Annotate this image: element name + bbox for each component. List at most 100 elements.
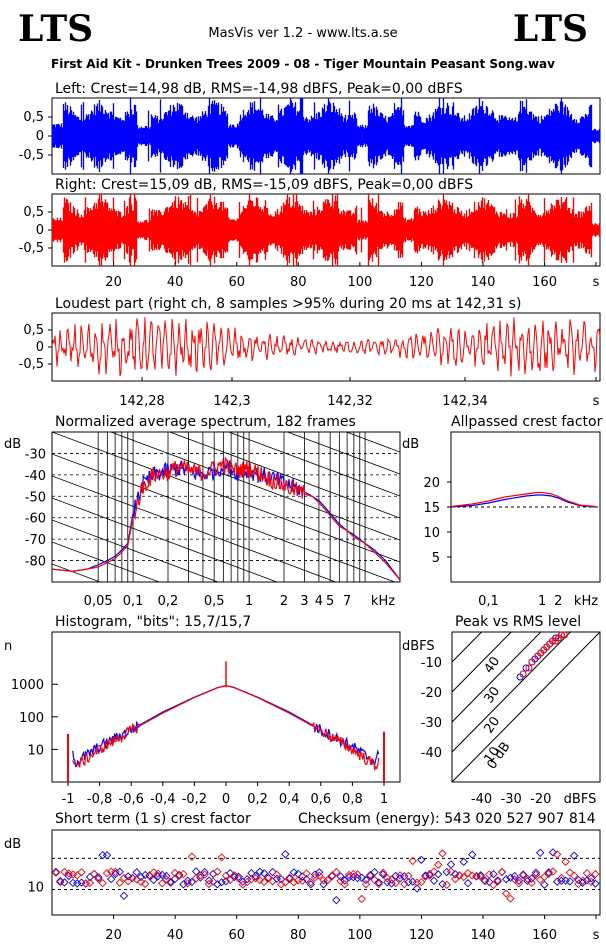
loudest-part-panel: 0,5 0 -0,5 142,28 142,3 142,32 142,34 s [19,312,601,409]
shortterm-point [438,849,447,858]
x-tick-label: 0,5 [204,594,225,609]
shortterm-point [459,872,468,882]
shortterm-point [548,848,558,857]
shortterm-point [281,850,290,859]
y-tick-label: -0,5 [19,241,44,256]
shortterm-point [357,894,366,904]
shortterm-point [285,873,294,882]
peakrms-point [560,631,568,639]
shortterm-point [332,867,341,877]
shortterm-point [378,868,388,877]
y-tick-label: -70 [25,533,46,548]
shortterm-point [366,871,375,880]
shortterm-point [421,871,430,880]
left-waveform-trace [51,98,601,174]
shortterm-point [141,879,150,889]
y-tick-label: -50 [25,490,46,505]
y-tick-label: 0,5 [23,110,44,125]
shortterm-point [166,878,175,887]
y-tick-label: 0,5 [23,323,44,338]
x-tick-label: 0,05 [84,594,113,609]
grid-line [452,632,512,693]
x-tick-label: 142,3 [213,394,250,409]
x-tick-label: s [593,928,600,943]
shortterm-point [459,857,468,867]
shortterm-title: Short term (1 s) crest factor [55,811,251,827]
x-tick-label: kHz [371,594,395,609]
shortterm-point [306,878,316,887]
grid-line [52,519,220,582]
shortterm-point [251,874,260,883]
x-tick-label: 2 [280,594,288,609]
allpass-left-line [450,494,596,508]
x-tick-label: 142,28 [119,394,165,409]
grid-line [286,432,400,475]
right-waveform-trace [51,194,601,266]
shortterm-point [434,870,443,879]
app-title: MasVis ver 1.2 - www.lts.a.se [208,26,398,41]
x-tick-label: 40 [167,928,184,943]
y-axis-label: dB [402,437,419,452]
shortterm-point [90,869,99,879]
y-tick-label: 15 [423,501,440,516]
shortterm-point [187,877,197,887]
diagonal-grid [452,632,600,782]
shortterm-point [128,873,137,882]
shortterm-point [336,872,345,881]
grid-line [52,497,279,582]
shortterm-point [417,855,426,864]
shortterm-point [107,874,116,884]
shortterm-point [536,848,545,857]
shortterm-point [506,873,515,882]
shortterm-point [60,878,69,887]
shortterm-point [489,880,498,890]
y-tick-label: 0,5 [23,205,44,220]
x-tick-label: 80 [290,275,307,290]
grid-line [109,432,400,541]
shortterm-point [489,869,498,879]
shortterm-point [582,876,592,885]
shortterm-point [565,868,575,877]
grid-line [452,632,483,663]
shortterm-point [119,891,129,901]
left-waveform-panel: 0,5 0 -0,5 [19,97,601,175]
x-tick-label: s [593,275,600,290]
x-tick-label: -1 [62,792,75,807]
shortterm-point [102,868,112,878]
shortterm-point [174,871,184,880]
shortterm-point [561,857,570,866]
spectrum-left-line [51,458,401,581]
x-tick-label: 40 [167,275,184,290]
histogram-right-line [72,685,380,771]
shortterm-point [536,875,545,884]
y-tick-label: -80 [25,555,46,570]
shortterm-point [519,870,528,879]
grid-line [52,300,400,430]
x-axis-label: dBFS [564,792,597,807]
shortterm-point [289,868,299,877]
shortterm-point [255,867,265,876]
x-tick-label: 3 [300,594,308,609]
y-tick-label: 1000 [11,678,44,693]
x-tick-label: 120 [409,928,434,943]
shortterm-point [412,884,422,893]
shortterm-point [98,850,107,860]
shortterm-point [191,867,201,876]
x-tick-label: -0,4 [150,792,175,807]
y-tick-label: -0,5 [19,148,44,163]
shortterm-point [493,876,502,885]
x-tick-label: 140 [471,275,496,290]
histogram-left-line [72,685,380,768]
shortterm-point [60,867,69,877]
shortterm-point [77,868,86,877]
x-tick-label: 160 [532,928,557,943]
x-tick-label: 5 [326,594,334,609]
shortterm-point [332,896,341,905]
y-tick-label: -0,5 [19,357,44,372]
y-tick-label: 5 [432,551,440,566]
y-tick-label: -60 [25,512,46,527]
y-tick-label: -40 [25,469,46,484]
shortterm-point [251,871,260,881]
shortterm-point [272,870,282,879]
